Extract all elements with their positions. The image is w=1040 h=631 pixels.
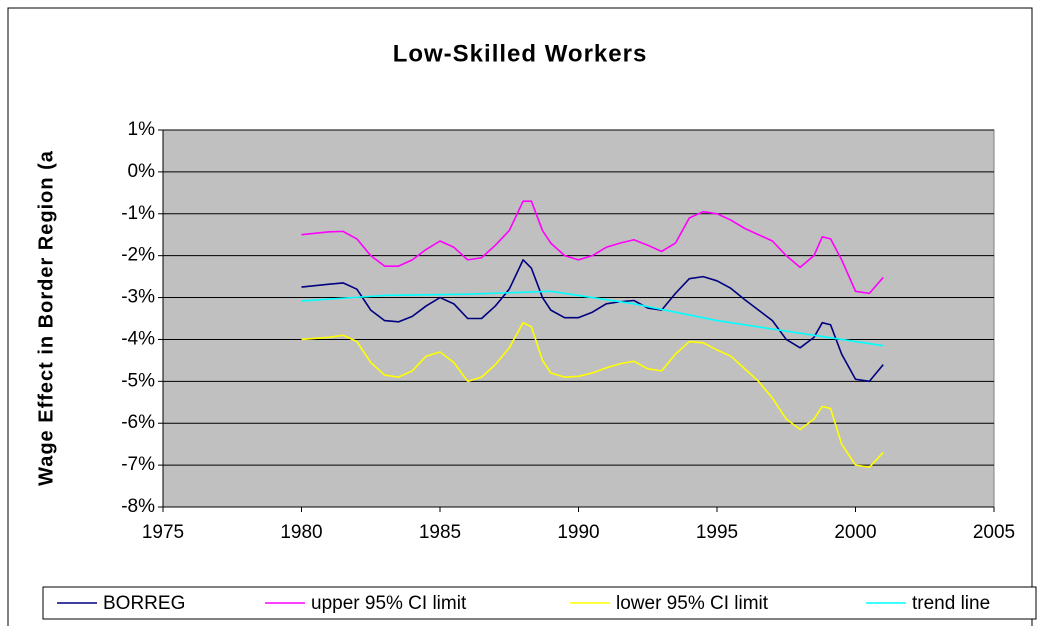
y-tick-label: -1% [121, 203, 155, 224]
series-line [301, 200, 884, 295]
chart-title: Low-Skilled Workers [393, 40, 648, 67]
x-tick-label: 2000 [834, 522, 876, 543]
series-line [301, 290, 884, 347]
legend-label: lower 95% CI limit [616, 593, 769, 614]
x-tick-label: 1990 [557, 522, 599, 543]
x-tick-label: 1975 [142, 522, 184, 543]
y-tick-label: -4% [121, 328, 155, 349]
y-tick-label: -3% [121, 287, 155, 308]
legend-label: upper 95% CI limit [311, 593, 467, 614]
y-tick-label: -2% [121, 245, 155, 266]
y-tick-label: 0% [128, 161, 156, 182]
x-tick-label: 1995 [696, 522, 738, 543]
legend-label: BORREG [103, 593, 185, 614]
x-tick-label: 1980 [280, 522, 322, 543]
y-tick-label: -8% [121, 496, 155, 517]
x-tick-label: 2005 [973, 522, 1015, 543]
series-line [301, 321, 884, 469]
plot-area [162, 129, 995, 508]
x-tick-label: 1985 [419, 522, 461, 543]
y-tick-label: -7% [121, 454, 155, 475]
y-tick-label: -6% [121, 412, 155, 433]
y-tick-label: 1% [128, 119, 156, 140]
y-axis-label: Wage Effect in Border Region (a [35, 150, 57, 486]
legend-label: trend line [912, 593, 990, 614]
series-line [301, 259, 884, 383]
y-tick-label: -5% [121, 370, 155, 391]
